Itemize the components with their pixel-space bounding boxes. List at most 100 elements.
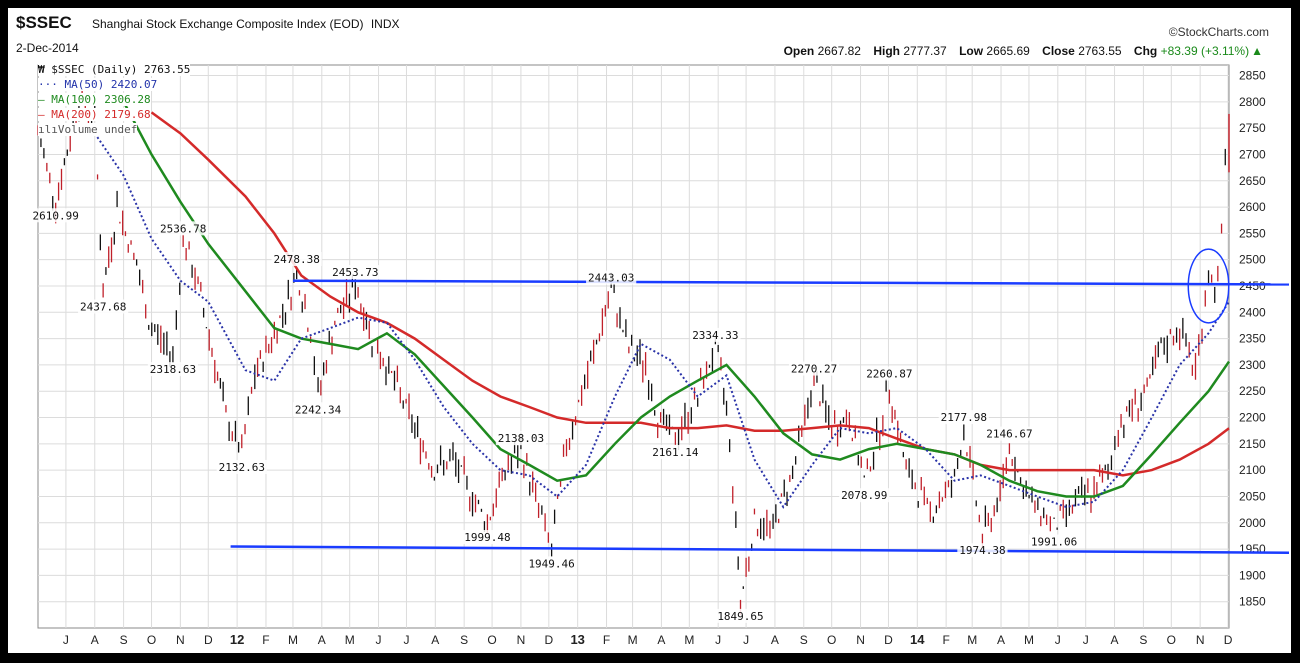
legend-label: MA(100) 2306.28 [51,93,151,106]
candle-icon: ₩ [38,63,52,76]
x-tick-label: A [771,633,779,647]
x-tick-label: D [884,633,893,647]
x-tick-label: D [1224,633,1233,647]
annotation-bg [586,270,637,285]
y-tick-label: 2250 [1239,384,1266,398]
annotation-bg [462,530,513,545]
x-tick-label: A [91,633,99,647]
y-tick-label: 1950 [1239,542,1266,556]
low-value: 2665.69 [986,44,1030,58]
x-tick-label: O [1167,633,1176,647]
x-tick-label: D [204,633,213,647]
trendline [292,279,1290,286]
change-value: +83.39 (+3.11%) [1160,44,1250,58]
x-tick-label: M [967,633,977,647]
annotation-bg [1028,534,1080,549]
open-value: 2667.82 [817,44,861,58]
x-tick-label: N [176,633,185,647]
chart-date: 2-Dec-2014 [16,41,79,55]
x-tick-label: M [684,633,694,647]
source-credit[interactable]: ©StockCharts.com [1168,25,1269,39]
line-icon: — [38,93,52,106]
x-tick-label: A [318,633,326,647]
y-tick-label: 2450 [1239,279,1266,293]
x-tick-label: N [517,633,526,647]
x-tick-label: M [1024,633,1034,647]
annotation-bg [690,327,741,342]
x-tick-label: M [345,633,355,647]
x-tick-label: S [800,633,808,647]
price-annotation: 2437.68 [80,300,126,313]
x-tick-label: J [376,633,382,647]
y-tick-label: 2500 [1239,253,1266,267]
legend-item: ₩ $SSEC (Daily) 2763.55 [38,63,191,76]
x-tick-label: S [1139,633,1147,647]
price-annotation: 2610.99 [32,209,78,222]
price-annotation: 2161.14 [652,446,699,459]
annotation-bg [147,362,199,377]
annotation-bg [495,431,547,446]
legend-label: $SSEC (Daily) 2763.55 [51,63,191,76]
x-tick-label: A [657,633,665,647]
x-tick-label: S [460,633,468,647]
x-tick-label: S [120,633,128,647]
y-tick-label: 1850 [1239,595,1266,609]
y-tick-label: 2300 [1239,358,1266,372]
ohlc-summary: Open 2667.82 High 2777.37 Low 2665.69 Cl… [783,44,1263,58]
x-tick-label: A [431,633,439,647]
price-annotation: 2318.63 [150,363,196,376]
x-tick-label: O [147,633,156,647]
y-tick-label: 2100 [1239,463,1266,477]
annotation-bg [957,543,1008,558]
price-annotation: 2453.73 [332,266,378,279]
y-tick-label: 2700 [1239,147,1266,161]
plot-area [37,64,1230,629]
trendline [230,545,1290,555]
legend-item: ılıVolume undef [38,123,138,136]
x-tick-label: 13 [570,632,584,647]
x-tick-label: O [827,633,836,647]
x-tick-label: O [487,633,496,647]
annotation-bg [30,208,81,223]
annotation-bg [330,265,381,280]
y-tick-label: 2400 [1239,305,1266,319]
x-tick-label: J [403,633,409,647]
exchange-label: INDX [370,17,400,31]
y-tick-label: 2200 [1239,411,1266,425]
x-tick-label: F [262,633,269,647]
close-value: 2763.55 [1078,44,1122,58]
x-tick-label: 14 [910,632,925,647]
price-chart: 1850 1900 1950 2000 2050 2100 2150 2200 2250 2300… [30,64,1290,647]
y-tick-label: 2600 [1239,200,1266,214]
x-tick-label: F [942,633,949,647]
x-tick-label: 12 [230,632,244,647]
price-annotation: 2270.27 [791,363,837,376]
annotation-bg [938,410,989,425]
y-tick-label: 2150 [1239,437,1266,451]
ma50-line [93,132,1230,509]
dotted-line-icon: ··· [38,78,65,91]
price-annotation: 2260.87 [866,368,912,381]
price-annotation: 1991.06 [1031,535,1077,548]
x-tick-label: N [856,633,865,647]
annotation-bg [292,402,344,417]
x-tick-label: A [1111,633,1119,647]
y-tick-label: 2800 [1239,95,1266,109]
y-tick-label: 2350 [1239,332,1266,346]
legend-label: Volume undef [57,123,138,136]
x-tick-label: J [743,633,749,647]
x-tick-label: A [997,633,1005,647]
price-annotation: 2138.03 [498,432,544,445]
legend-item: ··· MA(50) 2420.07 [38,78,158,91]
price-annotation: 2443.03 [588,272,634,285]
symbol-title: $SSEC [16,13,72,32]
annotation-bg [864,366,915,381]
highlight-ellipse [1187,248,1230,324]
y-tick-label: 2750 [1239,121,1266,135]
x-tick-label: J [1055,633,1061,647]
ma100-line [122,101,1231,498]
price-annotation: 2078.99 [841,489,887,502]
price-annotation: 1849.65 [717,610,763,623]
x-tick-label: J [715,633,721,647]
annotation-bg [78,299,129,314]
